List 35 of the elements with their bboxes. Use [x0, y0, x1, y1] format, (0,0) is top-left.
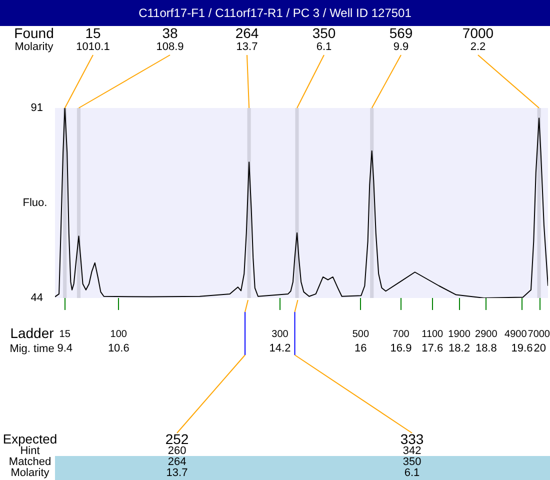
text: 1100	[422, 328, 444, 340]
annotation: 15 1010.1	[76, 24, 110, 54]
x-tick-label: 18.8	[475, 342, 497, 355]
x-tick-label: 16.9	[390, 342, 412, 355]
text: 100	[110, 328, 128, 340]
x-tick-label: 16	[354, 342, 367, 355]
text: 500	[352, 328, 370, 340]
x-tick-label: 9.4	[57, 342, 73, 355]
x-tick-label: 10.6	[108, 342, 130, 355]
y-axis-title: Fluo.	[22, 197, 48, 210]
text: Found Molarity	[14, 24, 54, 54]
text: 1900	[448, 328, 471, 340]
annotation: 38 108.9	[156, 24, 184, 54]
chart-title: C11orf17-F1 / C11orf17-R1 / PC 3 / Well ID 127501	[0, 0, 550, 26]
annotation: 252 260 264 13.7	[165, 430, 189, 480]
text: 4900	[504, 328, 528, 340]
text: 700	[392, 328, 410, 340]
y-tick-label: 44	[30, 292, 43, 304]
text: 300	[272, 328, 289, 340]
x-tick-label: 19.6	[511, 342, 533, 355]
annotation: 569 9.9	[389, 24, 413, 54]
x-tick-label: 17.6	[422, 342, 444, 355]
text: Ladder Mig. time	[10, 324, 54, 356]
x-tick-label: 20	[534, 342, 546, 355]
annotation: 350 6.1	[312, 24, 336, 54]
text: Expected Hint Matched Molarity	[2, 432, 58, 480]
annotation: 333 342 350 6.1	[400, 430, 424, 480]
text: 7000	[528, 328, 550, 340]
text: 15	[59, 328, 71, 340]
y-tick-label: 91	[30, 102, 43, 114]
annotation: 264 13.7	[235, 24, 259, 54]
x-tick-label: 14.2	[269, 342, 291, 355]
text: 2900	[475, 328, 498, 340]
annotation: 7000 2.2	[462, 24, 494, 54]
x-tick-label: 18.2	[448, 342, 470, 355]
